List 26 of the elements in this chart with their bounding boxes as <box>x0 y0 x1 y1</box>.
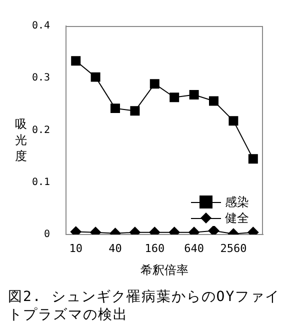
legend-label: 感染 <box>225 194 249 210</box>
point <box>170 92 180 102</box>
y-axis-title: 吸光度 <box>14 116 28 164</box>
point <box>150 79 160 89</box>
legend-label: 健全 <box>225 210 249 226</box>
x-axis-title: 希釈倍率 <box>140 262 188 277</box>
y-tick-label: 0.4 <box>32 20 50 32</box>
y-tick-label: 0.1 <box>32 176 50 188</box>
point <box>110 104 120 114</box>
point <box>228 116 238 126</box>
x-tick-label: 160 <box>144 242 165 255</box>
y-tick-label: 0.2 <box>32 124 50 136</box>
x-tick-label: 40 <box>108 242 122 255</box>
point <box>71 56 81 66</box>
x-tick-label: 640 <box>184 242 204 255</box>
point <box>248 154 258 164</box>
y-tick-label: 0.3 <box>32 72 50 84</box>
point <box>209 96 218 106</box>
point <box>130 106 140 116</box>
point <box>208 225 220 234</box>
point <box>189 90 199 100</box>
x-tick-label: 10 <box>69 242 82 255</box>
point <box>90 72 100 82</box>
x-tick-label: 2560 <box>220 242 247 255</box>
text: 図2. シュンギク罹病葉からのOYファイトプラズマの検出 <box>8 288 282 324</box>
y-tick-label: 0 <box>44 228 50 240</box>
